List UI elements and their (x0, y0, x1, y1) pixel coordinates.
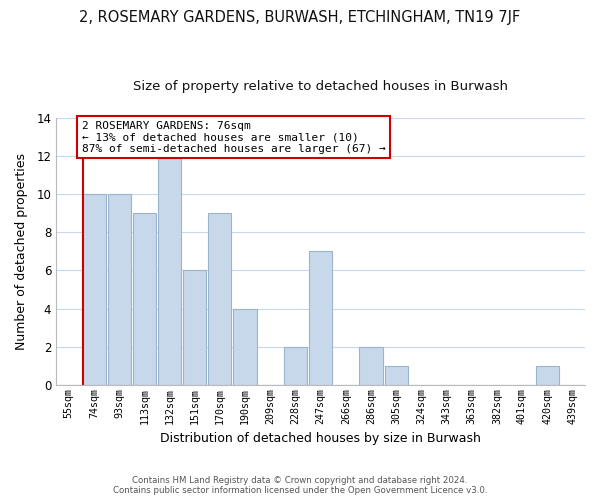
Bar (385, 366, 408, 385)
Bar (359, 346, 383, 385)
Bar (158, 156, 181, 385)
Text: 2, ROSEMARY GARDENS, BURWASH, ETCHINGHAM, TN19 7JF: 2, ROSEMARY GARDENS, BURWASH, ETCHINGHAM… (79, 10, 521, 25)
X-axis label: Distribution of detached houses by size in Burwash: Distribution of detached houses by size … (160, 432, 481, 445)
Bar (133, 213, 156, 385)
Bar (233, 308, 257, 385)
Y-axis label: Number of detached properties: Number of detached properties (15, 153, 28, 350)
Bar (284, 346, 307, 385)
Text: Contains HM Land Registry data © Crown copyright and database right 2024.
Contai: Contains HM Land Registry data © Crown c… (113, 476, 487, 495)
Bar (208, 213, 232, 385)
Title: Size of property relative to detached houses in Burwash: Size of property relative to detached ho… (133, 80, 508, 93)
Text: 2 ROSEMARY GARDENS: 76sqm
← 13% of detached houses are smaller (10)
87% of semi-: 2 ROSEMARY GARDENS: 76sqm ← 13% of detac… (82, 120, 386, 154)
Bar (107, 194, 131, 385)
Bar (309, 252, 332, 385)
Bar (536, 366, 559, 385)
Bar (183, 270, 206, 385)
Bar (82, 194, 106, 385)
